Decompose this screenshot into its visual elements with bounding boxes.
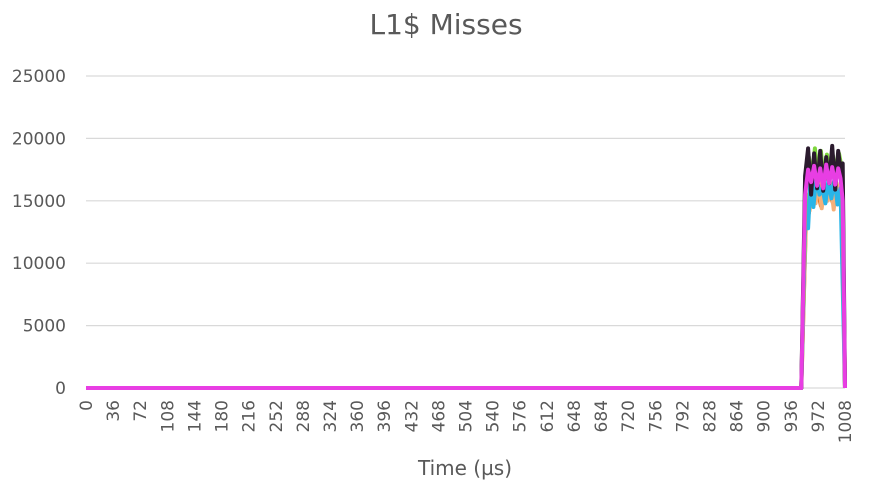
series-lines [86,143,847,390]
series-line-4 [86,173,847,390]
x-tick-label: 900 [755,400,775,432]
x-tick-label: 1008 [836,400,856,443]
y-tick-label: 10000 [12,254,66,274]
x-tick-label: 288 [294,400,314,432]
y-tick-label: 0 [55,379,66,399]
series-line-2 [86,143,847,390]
x-tick-label: 792 [673,400,693,432]
x-tick-label: 324 [321,400,341,432]
x-tick-label: 216 [240,400,260,432]
x-tick-label: 864 [728,400,748,432]
x-tick-label: 468 [429,400,449,432]
x-axis-label: Time (µs) [417,456,513,480]
x-tick-labels: 0 36 72 108 144 180 216 252 288 324 360 396 432 468 50… [77,400,856,443]
x-tick-label: 504 [457,400,477,432]
x-tick-label: 252 [267,400,287,432]
x-tick-label: 540 [484,400,504,432]
y-tick-label: 15000 [12,192,66,212]
y-tick-label: 20000 [12,129,66,149]
y-tick-label: 25000 [12,67,66,87]
x-tick-label: 756 [646,400,666,432]
x-tick-label: 432 [402,400,422,432]
x-tick-label: 828 [700,400,720,432]
y-tick-labels: 0 5000 10000 15000 20000 25000 [12,67,66,399]
x-tick-label: 684 [592,400,612,432]
series-line-3 [86,146,847,390]
x-tick-label: 972 [809,400,829,432]
chart-title: L1$ Misses [369,8,523,41]
series-line-1 [86,162,847,390]
series-line-5 [86,178,847,390]
x-tick-label: 0 [77,400,97,411]
x-tick-label: 72 [131,400,151,422]
x-tick-label: 936 [782,400,802,432]
x-tick-label: 36 [104,400,124,422]
x-tick-label: 576 [511,400,531,432]
x-tick-label: 108 [158,400,178,432]
series-line-6 [86,183,847,390]
x-tick-label: 648 [565,400,585,432]
y-tick-label: 5000 [23,317,66,337]
x-tick-label: 180 [213,400,233,432]
x-tick-label: 720 [619,400,639,432]
x-tick-label: 144 [185,400,205,432]
gridlines [86,75,845,389]
x-tick-label: 396 [375,400,395,432]
x-tick-label: 360 [348,400,368,432]
x-tick-label: 612 [538,400,558,432]
